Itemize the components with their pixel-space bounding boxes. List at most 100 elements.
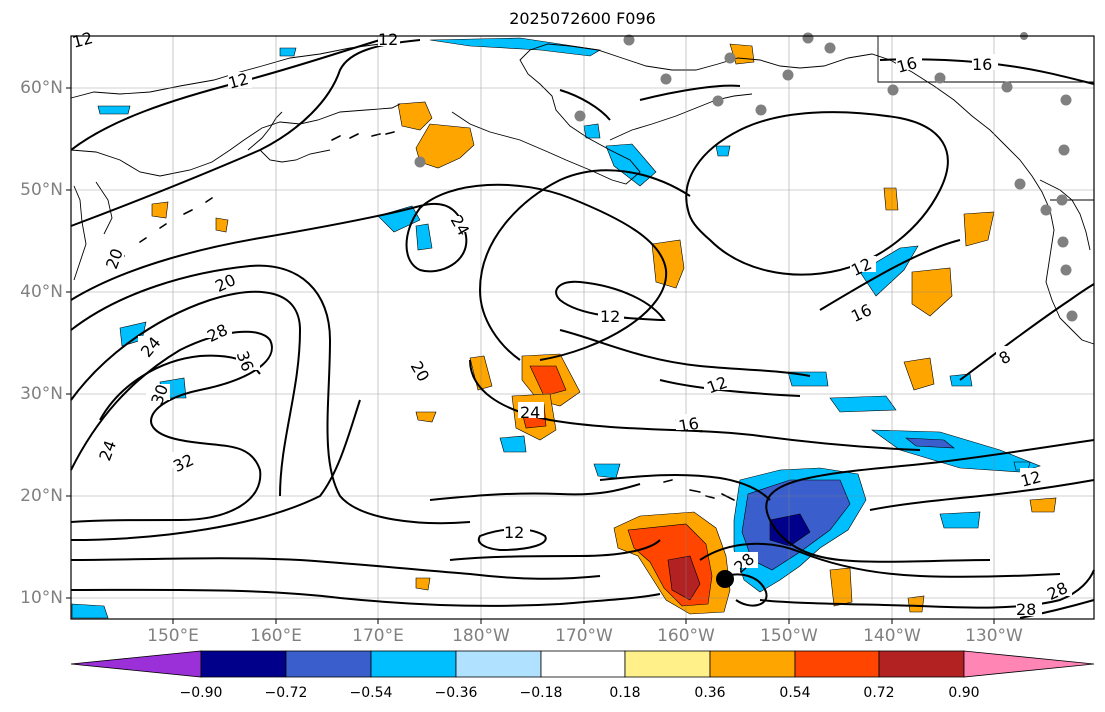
contour-label: 12: [70, 28, 95, 52]
lat-label: 60°N: [20, 78, 63, 98]
gridlines: [71, 36, 1094, 619]
colorbar-tick-label: −0.90: [179, 685, 223, 701]
contour-line: [599, 473, 771, 501]
anomaly-area: [769, 513, 811, 547]
contour-line: [699, 542, 1061, 578]
anomaly-area: [939, 511, 981, 529]
station-dot: [414, 156, 426, 168]
island: [705, 495, 715, 499]
colorbar-segment: [200, 650, 287, 678]
station-dot: [660, 73, 672, 85]
island: [139, 237, 147, 243]
contour-label: 12: [1019, 467, 1044, 491]
contour-line: [659, 379, 801, 397]
colorbar-segment: [540, 650, 626, 678]
station-dot: [887, 84, 899, 96]
station-dot: [802, 32, 814, 44]
colorbar-segment: [370, 650, 457, 678]
anomaly-area: [787, 371, 829, 387]
island: [689, 489, 701, 493]
station-dot: [1001, 81, 1013, 93]
chart-title: 2025072600 F096: [509, 9, 656, 28]
contour-label: 16: [972, 55, 992, 74]
coastline: [70, 103, 401, 177]
anomaly-area: [583, 123, 601, 139]
colorbar-tick-label: 0.90: [948, 685, 980, 701]
station-dot: [1040, 204, 1052, 216]
colorbar-segment: [709, 650, 796, 678]
anomaly-area: [415, 411, 437, 423]
axis-ticks: [66, 87, 995, 624]
lon-label: 160°W: [657, 626, 715, 646]
station-dot: [755, 104, 767, 116]
contour-line: [70, 39, 421, 227]
colorbar-segment: [624, 650, 711, 678]
contour-line: [469, 359, 921, 451]
contours: [70, 39, 1095, 619]
contour-label: 16: [895, 53, 920, 77]
map-border: [70, 35, 1095, 620]
anomaly-area: [907, 595, 925, 613]
contour-line: [559, 89, 611, 121]
contour-line: [70, 399, 361, 541]
colorbar-segment: [878, 650, 965, 678]
anomaly-area: [651, 239, 685, 289]
colorbar-tick-label: −0.72: [264, 685, 308, 701]
station-dot: [1060, 94, 1072, 106]
colorbar-tick-label: 0.36: [694, 685, 726, 701]
contour-line: [959, 283, 1095, 381]
anomaly-area: [499, 435, 527, 453]
colorbar: [70, 650, 1095, 678]
lat-label: 10°N: [20, 588, 63, 608]
station-dot: [574, 110, 586, 122]
contour-line: [1019, 599, 1095, 619]
colorbar-extend-low: [70, 650, 202, 678]
lat-label: 30°N: [20, 384, 63, 404]
anomaly-area: [593, 463, 621, 479]
station-dot: [623, 34, 635, 46]
contour-label: 12: [378, 30, 398, 49]
contour-line: [429, 483, 641, 501]
island: [159, 223, 167, 229]
anomaly-area: [715, 145, 731, 157]
contour-line: [70, 183, 668, 361]
station-dot: [1060, 264, 1072, 276]
lon-label: 150°E: [147, 626, 199, 646]
island: [371, 133, 381, 137]
coastline: [73, 185, 87, 281]
contour-line: [70, 330, 273, 523]
island: [183, 209, 193, 215]
island: [721, 493, 735, 501]
station-dot: [712, 95, 724, 107]
island: [349, 133, 359, 139]
anomaly-area: [377, 205, 421, 233]
coastline: [247, 111, 283, 151]
lon-label: 170°W: [555, 626, 613, 646]
anomaly-area: [963, 211, 995, 247]
anomaly-area: [429, 37, 601, 57]
anomaly-area: [215, 217, 229, 233]
anomaly-area: [905, 437, 955, 449]
contour-line: [759, 569, 1095, 609]
anomaly-area: [667, 555, 701, 601]
station-markers: [414, 32, 1078, 322]
station-dot: [782, 69, 794, 81]
anomaly-area: [397, 101, 433, 131]
anomaly-area: [151, 201, 169, 219]
lat-label: 50°N: [20, 180, 63, 200]
anomaly-area: [415, 577, 431, 591]
anomaly-area: [883, 187, 899, 211]
contour-line: [559, 329, 811, 377]
anomaly-area: [71, 603, 109, 619]
lat-label: 20°N: [20, 486, 63, 506]
station-dot: [1057, 236, 1069, 248]
colorbar-tick-label: 0.54: [779, 685, 811, 701]
island: [385, 131, 395, 135]
contour-label: 28: [1016, 600, 1036, 619]
contour-label: 12: [504, 523, 524, 542]
storm-center-marker: [716, 570, 734, 588]
station-dot: [1058, 144, 1070, 156]
coastline: [877, 36, 1094, 83]
island: [205, 197, 213, 203]
